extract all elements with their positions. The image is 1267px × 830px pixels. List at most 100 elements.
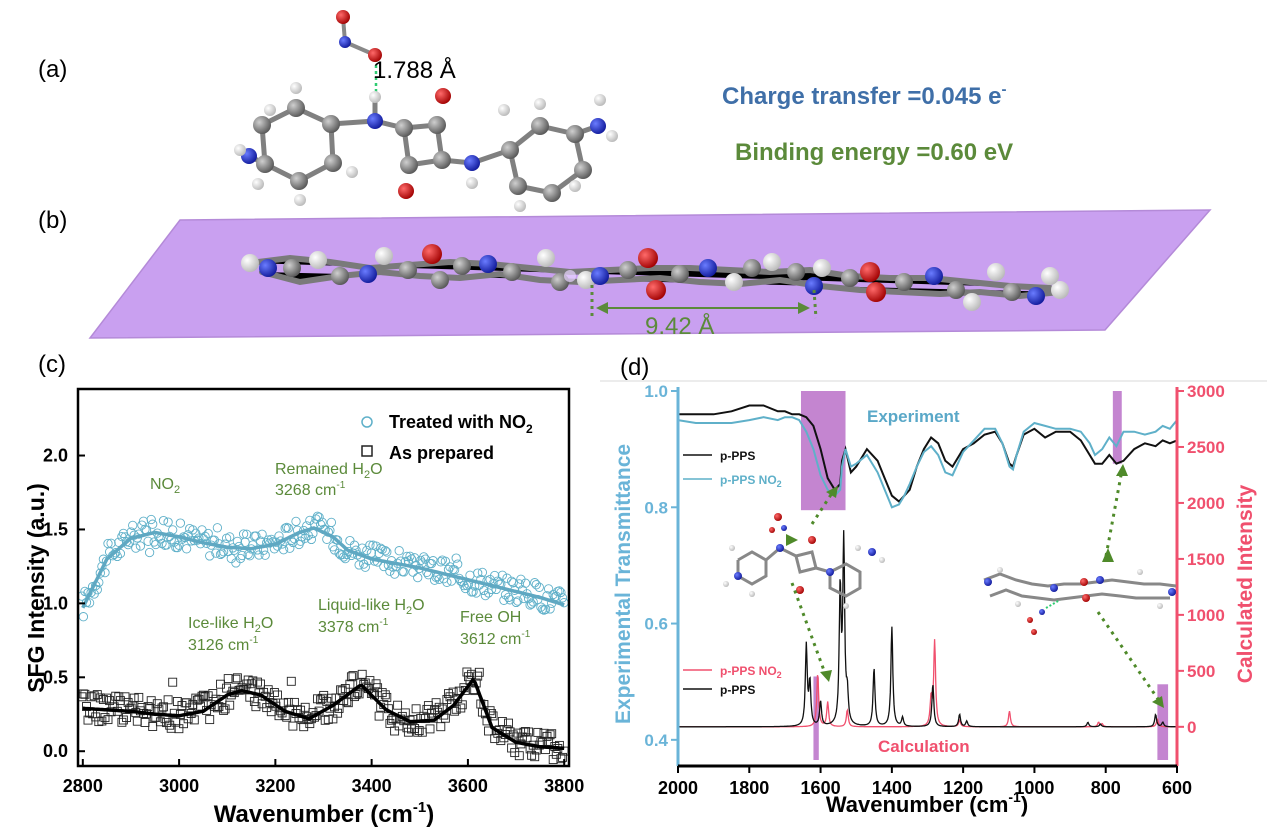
x-tick-label: 1600: [801, 778, 841, 798]
molecule-structure-a: [234, 10, 618, 212]
data-point-as-prepared: [208, 689, 218, 698]
data-point-as-prepared: [232, 673, 242, 683]
data-point-as-prepared: [174, 724, 184, 734]
chart-d-legend-calculation: p-PPS NO2 p-PPS: [683, 664, 782, 697]
data-point-treated: [306, 534, 317, 545]
data-point-treated: [174, 540, 184, 550]
x-tick-label: 2800: [63, 776, 103, 796]
data-point-treated: [453, 559, 463, 569]
data-point-as-prepared: [273, 690, 282, 700]
data-point-treated: [235, 553, 246, 564]
data-point-as-prepared: [414, 726, 424, 735]
data-point-as-prepared: [165, 720, 175, 730]
data-point-treated: [409, 553, 420, 563]
right-y-tick-label: 1500: [1187, 550, 1225, 569]
data-point-as-prepared: [507, 743, 517, 753]
data-point-treated: [106, 538, 116, 548]
data-point-treated: [451, 553, 461, 563]
binding-energy-text: Binding energy =0.60 eV: [735, 139, 1013, 166]
data-point-treated: [282, 522, 292, 533]
data-point-treated: [312, 511, 323, 521]
data-point-treated: [449, 565, 460, 575]
data-point-treated: [78, 612, 89, 622]
data-point-as-prepared: [431, 698, 441, 708]
data-point-as-prepared: [451, 704, 461, 714]
data-point-treated: [285, 543, 295, 553]
data-point-treated: [436, 557, 446, 567]
data-point-treated: [315, 519, 326, 530]
data-point-as-prepared: [326, 693, 336, 703]
data-point-as-prepared: [354, 689, 364, 699]
data-point-treated: [280, 523, 290, 533]
data-point-as-prepared: [427, 708, 436, 718]
data-point-as-prepared: [286, 676, 296, 686]
annotation-ice-like-wavenumber: 3126 cm-1: [188, 635, 259, 654]
data-point-treated: [514, 579, 524, 589]
data-point-as-prepared: [118, 715, 128, 725]
chart-d-axes: 2000 1800 1600 1400 1200 1000 800 600 0.4 0.6 0.8 1…: [644, 382, 1224, 798]
data-point-treated: [157, 538, 167, 549]
data-point-as-prepared: [474, 667, 484, 677]
data-point-as-prepared: [122, 713, 131, 722]
data-point-as-prepared: [129, 693, 139, 703]
data-point-as-prepared: [510, 748, 520, 758]
annotation-remained-h2o: Remained H2O: [275, 461, 383, 481]
fit-line-treated: [81, 526, 565, 609]
data-point-as-prepared: [357, 669, 367, 679]
data-point-as-prepared: [524, 727, 534, 737]
data-point-as-prepared: [317, 693, 327, 703]
data-point-as-prepared: [323, 714, 333, 724]
data-point-as-prepared: [545, 730, 555, 740]
data-point-treated: [101, 556, 112, 566]
data-point-treated: [283, 523, 293, 533]
data-point-treated: [362, 545, 372, 556]
data-point-as-prepared: [148, 722, 158, 731]
data-point-as-prepared: [444, 689, 453, 699]
molecule-array-b: [241, 244, 1069, 311]
data-point-treated: [245, 551, 255, 561]
legend-label-as-prepared: As prepared: [389, 443, 494, 463]
data-point-as-prepared: [100, 713, 110, 723]
data-point-treated: [128, 520, 138, 531]
data-point-as-prepared: [548, 755, 558, 765]
data-point-as-prepared: [440, 713, 450, 723]
data-point-treated: [534, 582, 544, 592]
data-point-treated: [131, 543, 141, 553]
data-point-as-prepared: [519, 727, 529, 737]
chart-c-ylabel: SFG Intensity (a.u.): [23, 483, 49, 693]
data-point-treated: [543, 584, 554, 594]
right-y-tick-label: 1000: [1187, 606, 1225, 625]
pointer-arrows: [790, 469, 1162, 703]
series-line: [678, 404, 1178, 503]
data-point-as-prepared: [374, 711, 384, 721]
data-point-as-prepared: [496, 736, 506, 746]
data-point-as-prepared: [140, 718, 150, 727]
data-point-treated: [274, 531, 284, 541]
data-point-as-prepared: [462, 667, 472, 677]
legend-marker-treated: [361, 416, 373, 428]
data-point-as-prepared: [504, 718, 513, 728]
data-point-as-prepared: [246, 679, 256, 689]
data-point-treated: [291, 516, 301, 527]
data-point-as-prepared: [162, 718, 172, 728]
spacing-indicator: [590, 285, 818, 319]
data-point-treated: [203, 528, 213, 539]
data-point-as-prepared: [313, 694, 322, 704]
data-point-treated: [477, 567, 488, 578]
chart-d-highlight-bands: [800, 391, 1169, 760]
data-point-as-prepared: [337, 686, 347, 696]
chart-c-annotations: NO2 Remained H2O 3268 cm-1 Ice-like H2O …: [150, 461, 531, 654]
data-point-as-prepared: [530, 752, 540, 762]
data-point-as-prepared: [448, 687, 458, 697]
data-point-as-prepared: [533, 727, 543, 737]
label-experiment: Experiment: [867, 407, 960, 426]
data-point-as-prepared: [80, 689, 90, 699]
data-point-treated: [197, 525, 207, 535]
x-tick-label: 3800: [544, 776, 584, 796]
data-point-treated: [382, 547, 392, 557]
data-point-as-prepared: [296, 705, 306, 715]
data-point-treated: [148, 519, 158, 529]
data-point-as-prepared: [377, 688, 387, 698]
data-point-as-prepared: [343, 698, 353, 708]
pointer-arrowheads: [786, 464, 1164, 708]
